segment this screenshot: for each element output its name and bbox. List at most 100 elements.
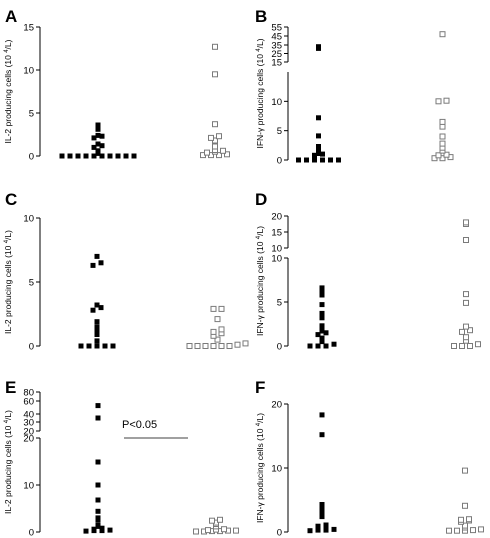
data-point-filled bbox=[95, 148, 101, 154]
panel-letter: E bbox=[5, 378, 16, 397]
data-point-filled bbox=[95, 415, 101, 421]
data-point-filled bbox=[319, 510, 325, 516]
data-point-open bbox=[439, 118, 446, 125]
y-tick-label: 10 bbox=[271, 97, 282, 108]
y-tick-label: 5 bbox=[277, 126, 282, 137]
data-point-filled bbox=[315, 332, 321, 338]
data-point-open bbox=[467, 327, 473, 334]
y-tick-label: 25 bbox=[271, 49, 282, 60]
data-point-open bbox=[204, 149, 210, 156]
data-point-open bbox=[209, 517, 215, 524]
data-point-open bbox=[202, 343, 209, 349]
data-point-filled bbox=[319, 432, 325, 438]
data-point-filled bbox=[95, 508, 101, 514]
data-point-filled bbox=[95, 150, 101, 156]
data-point-filled bbox=[95, 482, 101, 488]
data-point-open bbox=[193, 528, 199, 535]
data-point-filled bbox=[319, 289, 325, 295]
data-point-filled bbox=[107, 153, 113, 159]
data-point-filled bbox=[123, 153, 129, 159]
data-point-filled bbox=[94, 302, 100, 308]
data-point-filled bbox=[83, 528, 89, 534]
y-axis-label: IFN-γ producing cells (10 4/L) bbox=[255, 38, 265, 148]
data-point-open bbox=[463, 299, 469, 306]
data-point-filled bbox=[312, 157, 317, 163]
y-tick-label: 15 bbox=[23, 23, 34, 34]
data-point-open bbox=[462, 502, 468, 509]
data-point-open bbox=[217, 516, 223, 523]
y-tick-label: 20 bbox=[271, 212, 282, 223]
data-point-open bbox=[205, 527, 211, 534]
data-point-filled bbox=[316, 133, 321, 139]
y-tick-label: 0 bbox=[277, 528, 282, 538]
panel-letter: D bbox=[255, 190, 267, 209]
data-point-open bbox=[224, 151, 230, 158]
data-point-filled bbox=[319, 505, 325, 511]
data-point-filled bbox=[323, 527, 329, 533]
panel-a: A 0 5 10 15 IL-2 producing cells (10 4/L) bbox=[3, 7, 230, 163]
data-point-open bbox=[475, 341, 481, 348]
data-point-open bbox=[463, 334, 469, 341]
data-point-filled bbox=[99, 153, 105, 159]
data-point-open bbox=[210, 305, 217, 312]
data-point-filled bbox=[91, 135, 97, 141]
panel-f: F 0 10 20 IFN-γ producing cells (10 4/L) bbox=[255, 378, 484, 538]
panel-letter: B bbox=[255, 7, 267, 26]
data-point-filled bbox=[95, 497, 101, 503]
significance-annotation: P<0.05 bbox=[122, 419, 157, 431]
data-point-filled bbox=[95, 141, 101, 147]
data-point-open bbox=[459, 343, 465, 349]
y-tick-label: 40 bbox=[23, 410, 34, 421]
panel-letter: A bbox=[5, 7, 17, 26]
data-point-open bbox=[234, 341, 241, 348]
data-point-open bbox=[458, 516, 464, 523]
data-point-filled bbox=[319, 335, 325, 341]
data-point-open bbox=[459, 328, 465, 335]
data-point-filled bbox=[94, 343, 100, 349]
data-point-filled bbox=[95, 522, 101, 528]
data-point-filled bbox=[102, 343, 108, 349]
data-point-filled bbox=[59, 153, 65, 159]
y-axis-label: IFN-γ producing cells (10 4/L) bbox=[255, 226, 265, 336]
data-point-filled bbox=[307, 528, 313, 534]
data-point-open bbox=[463, 323, 469, 330]
data-point-filled bbox=[323, 330, 329, 336]
data-point-filled bbox=[115, 153, 121, 159]
data-point-open bbox=[210, 343, 217, 349]
data-point-open bbox=[194, 343, 201, 349]
y-tick-label: 15 bbox=[271, 228, 282, 239]
data-point-open bbox=[435, 98, 442, 105]
data-point-filled bbox=[99, 525, 105, 531]
data-point-open bbox=[186, 343, 193, 349]
data-point-open bbox=[218, 305, 225, 312]
data-point-filled bbox=[307, 343, 313, 349]
y-tick-label: 0 bbox=[277, 156, 282, 167]
data-point-filled bbox=[319, 315, 325, 321]
y-tick-label: 5 bbox=[29, 109, 34, 120]
y-tick-label: 60 bbox=[23, 397, 34, 408]
data-point-open bbox=[470, 527, 476, 534]
data-point-open bbox=[212, 121, 218, 128]
data-point-filled bbox=[316, 44, 321, 50]
data-point-open bbox=[221, 526, 227, 533]
data-point-open bbox=[439, 31, 446, 38]
data-point-open bbox=[463, 291, 469, 298]
data-point-filled bbox=[319, 310, 325, 316]
panel-letter: F bbox=[255, 378, 265, 397]
y-tick-label: 0 bbox=[29, 342, 34, 353]
data-point-filled bbox=[320, 151, 325, 157]
data-point-filled bbox=[94, 324, 100, 330]
data-point-filled bbox=[83, 153, 89, 159]
data-point-open bbox=[466, 516, 472, 523]
data-point-filled bbox=[94, 338, 100, 344]
data-point-filled bbox=[319, 323, 325, 329]
data-point-open bbox=[212, 71, 218, 78]
data-point-filled bbox=[95, 403, 101, 409]
data-point-filled bbox=[316, 144, 321, 149]
y-tick-label: 5 bbox=[29, 278, 34, 289]
data-point-filled bbox=[95, 515, 101, 521]
data-point-open bbox=[216, 133, 222, 140]
data-point-open bbox=[242, 340, 249, 347]
data-point-filled bbox=[315, 523, 321, 529]
